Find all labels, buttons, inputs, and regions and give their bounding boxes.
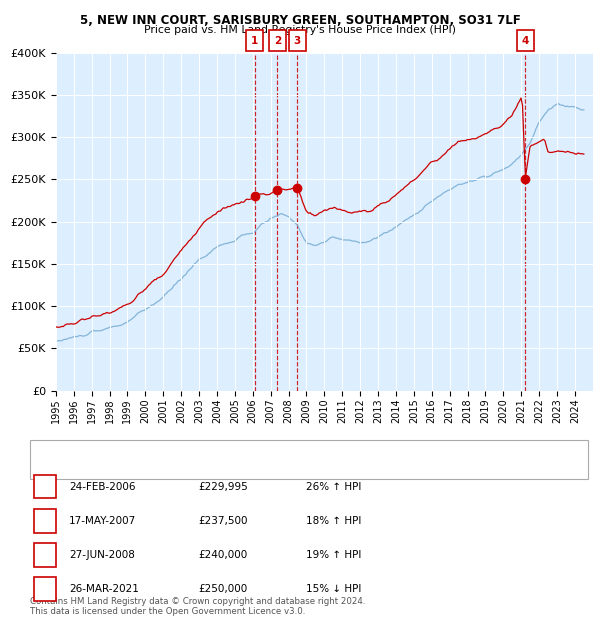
Text: 5, NEW INN COURT, SARISBURY GREEN, SOUTHAMPTON, SO31 7LF: 5, NEW INN COURT, SARISBURY GREEN, SOUTH… (80, 14, 520, 27)
Text: £240,000: £240,000 (198, 550, 247, 560)
Text: 27-JUN-2008: 27-JUN-2008 (69, 550, 135, 560)
Text: £229,995: £229,995 (198, 482, 248, 492)
Text: 24-FEB-2006: 24-FEB-2006 (69, 482, 136, 492)
Text: 19% ↑ HPI: 19% ↑ HPI (306, 550, 361, 560)
Text: £237,500: £237,500 (198, 516, 248, 526)
Text: This data is licensed under the Open Government Licence v3.0.: This data is licensed under the Open Gov… (30, 608, 305, 616)
Text: 3: 3 (293, 35, 301, 46)
Text: 1: 1 (41, 482, 49, 492)
Text: £250,000: £250,000 (198, 584, 247, 594)
Text: 4: 4 (41, 584, 49, 594)
Text: 2: 2 (274, 35, 281, 46)
Text: 3: 3 (41, 550, 49, 560)
Text: 2: 2 (41, 516, 49, 526)
Text: 17-MAY-2007: 17-MAY-2007 (69, 516, 136, 526)
Text: 18% ↑ HPI: 18% ↑ HPI (306, 516, 361, 526)
Text: 1: 1 (251, 35, 259, 46)
Text: 15% ↓ HPI: 15% ↓ HPI (306, 584, 361, 594)
Text: 26% ↑ HPI: 26% ↑ HPI (306, 482, 361, 492)
Text: Contains HM Land Registry data © Crown copyright and database right 2024.: Contains HM Land Registry data © Crown c… (30, 597, 365, 606)
Text: 26-MAR-2021: 26-MAR-2021 (69, 584, 139, 594)
Text: 4: 4 (521, 35, 529, 46)
Text: 5, NEW INN COURT, SARISBURY GREEN, SOUTHAMPTON, SO31 7LF (semi-detached hous: 5, NEW INN COURT, SARISBURY GREEN, SOUTH… (72, 446, 470, 456)
Text: HPI: Average price, semi-detached house, Fareham: HPI: Average price, semi-detached house,… (72, 464, 303, 474)
Text: Price paid vs. HM Land Registry's House Price Index (HPI): Price paid vs. HM Land Registry's House … (144, 25, 456, 35)
